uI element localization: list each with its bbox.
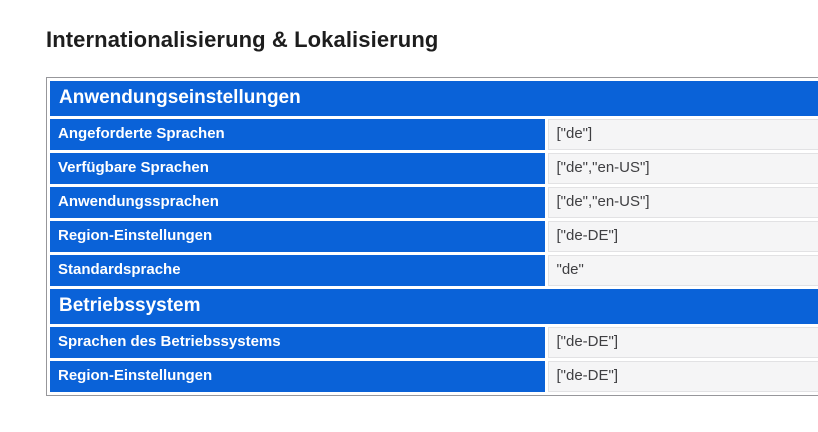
setting-row: Anwendungssprachen ["de","en-US"] <box>50 187 818 218</box>
setting-value-cell: ["de-DE"] <box>547 221 818 252</box>
page-title: Internationalisierung & Lokalisierung <box>46 27 439 52</box>
setting-label-cell: Verfügbare Sprachen <box>50 153 545 184</box>
setting-label-cell: Standardsprache <box>50 255 545 286</box>
setting-value-cell: ["de-DE"] <box>547 361 818 392</box>
setting-value-cell: ["de","en-US"] <box>547 187 818 218</box>
setting-value-cell: ["de-DE"] <box>547 327 818 358</box>
page-content: Internationalisierung & Lokalisierung An… <box>46 27 818 396</box>
setting-label-cell: Region-Einstellungen <box>50 361 545 392</box>
setting-row: Standardsprache "de" <box>50 255 818 286</box>
setting-value-cell: ["de","en-US"] <box>547 153 818 184</box>
setting-value-cell: ["de"] <box>547 119 818 150</box>
setting-row: Sprachen des Betriebssystems ["de-DE"] <box>50 327 818 358</box>
setting-row: Verfügbare Sprachen ["de","en-US"] <box>50 153 818 184</box>
setting-row: Region-Einstellungen ["de-DE"] <box>50 361 818 392</box>
section-header-row: Anwendungseinstellungen <box>50 81 818 116</box>
section-header-row: Betriebssystem <box>50 289 818 324</box>
setting-label-cell: Region-Einstellungen <box>50 221 545 252</box>
setting-row: Region-Einstellungen ["de-DE"] <box>50 221 818 252</box>
setting-label-cell: Sprachen des Betriebssystems <box>50 327 545 358</box>
section-header-cell: Betriebssystem <box>50 289 818 324</box>
setting-label-cell: Angeforderte Sprachen <box>50 119 545 150</box>
setting-value-cell: "de" <box>547 255 818 286</box>
setting-label-cell: Anwendungssprachen <box>50 187 545 218</box>
settings-table: Anwendungseinstellungen Angeforderte Spra… <box>46 77 818 396</box>
section-header-cell: Anwendungseinstellungen <box>50 81 818 116</box>
setting-row: Angeforderte Sprachen ["de"] <box>50 119 818 150</box>
